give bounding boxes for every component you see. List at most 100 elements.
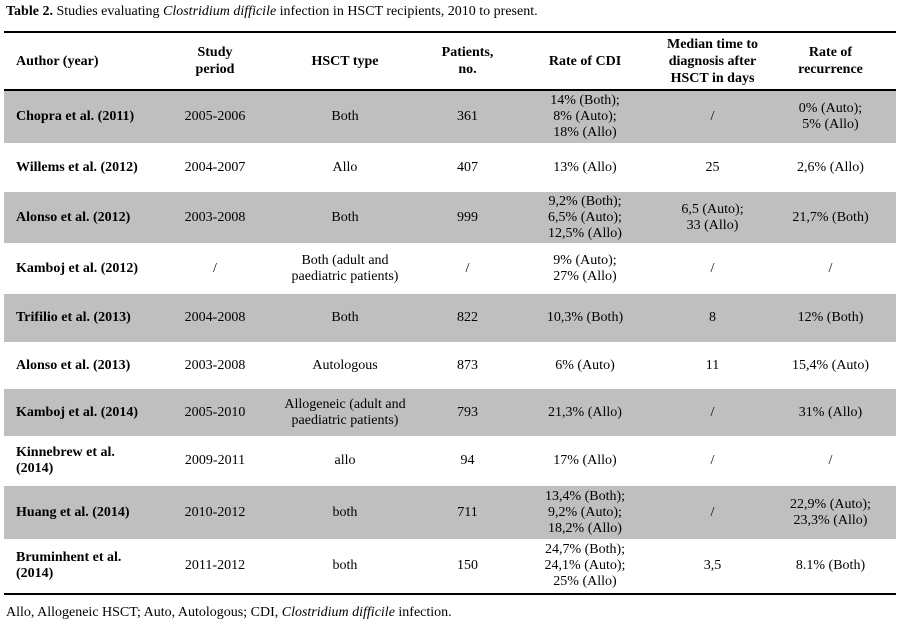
cell-line: Bruminhent et al. <box>16 550 122 565</box>
table-cell: 2004-2007 <box>165 143 265 192</box>
cell-text: Willems et al. (2012) <box>16 159 138 175</box>
cell-text: Both <box>331 310 359 325</box>
cell-text: 2003-2008 <box>184 357 246 373</box>
table-cell: 94 <box>425 436 510 486</box>
table-cell: 2005-2010 <box>165 389 265 436</box>
cell-line: 0% (Auto); <box>798 101 863 116</box>
header-cell: Rate of CDI <box>510 32 660 90</box>
table-cell: 14% (Both); 8% (Auto); 18% (Allo) <box>510 90 660 143</box>
cell-text: 17% (Allo) <box>553 453 617 468</box>
table-cell: both <box>265 539 425 594</box>
cell-line: 12,5% (Allo) <box>548 225 622 241</box>
table-cell: 2003-2008 <box>165 342 265 389</box>
cell-text: 2004-2007 <box>184 159 246 175</box>
cell-text: 3,5 <box>703 558 722 573</box>
table-cell: 21,3% (Allo) <box>510 389 660 436</box>
table-cell: 822 <box>425 294 510 342</box>
table-cell: Kinnebrew et al. (2014) <box>4 436 165 486</box>
table-row: Huang et al. (2014) 2010-2012 both 711 13,4%… <box>4 486 896 539</box>
cell-text: 2003-2008 <box>184 209 246 225</box>
table-row: Alonso et al. (2013) 2003-2008 Autologous 8… <box>4 342 896 389</box>
table-cell: 2005-2006 <box>165 90 265 143</box>
cell-line: 18% (Allo) <box>553 125 617 140</box>
cell-text: 10,3% (Both) <box>546 310 624 325</box>
table-cell: 8 <box>660 294 765 342</box>
table-cell: Willems et al. (2012) <box>4 143 165 192</box>
table-cell: 999 <box>425 192 510 243</box>
table-cell: / <box>660 436 765 486</box>
table-cell: 13% (Allo) <box>510 143 660 192</box>
cell-text: 2005-2006 <box>184 109 246 124</box>
cell-text: / <box>710 260 715 276</box>
cell-line: 9% (Auto); <box>553 252 617 268</box>
cell-text: Allo <box>332 159 358 175</box>
table-cell: 22,9% (Auto); 23,3% (Allo) <box>765 486 896 539</box>
table-cell: 17% (Allo) <box>510 436 660 486</box>
table-cell: 711 <box>425 486 510 539</box>
cell-text: 711 <box>457 504 478 520</box>
cell-text: 873 <box>457 357 478 373</box>
table-cell: / <box>660 243 765 294</box>
table-cell: Bruminhent et al. (2014) <box>4 539 165 594</box>
table-body: Chopra et al. (2011) 2005-2006 Both 361 14% … <box>4 90 896 594</box>
table-cell: Allo <box>265 143 425 192</box>
cell-text: Kamboj et al. (2012) <box>16 260 139 276</box>
table-cell: 407 <box>425 143 510 192</box>
table-cell: 873 <box>425 342 510 389</box>
cell-text: 999 <box>457 209 478 225</box>
header-row: Author (year) Study period HSCT type Patient… <box>4 32 896 90</box>
table-cell: Kamboj et al. (2012) <box>4 243 165 294</box>
table-header: Author (year) Study period HSCT type Patient… <box>4 32 896 90</box>
cell-line: 24,1% (Auto); <box>544 558 626 573</box>
header-cell: Median time to diagnosis after HSCT in day… <box>660 32 765 90</box>
table-cell: 13,4% (Both); 9,2% (Auto); 18,2% (Allo) <box>510 486 660 539</box>
cell-text: 13% (Allo) <box>553 159 617 175</box>
cell-line: 13,4% (Both); <box>544 488 626 504</box>
cell-text: both <box>332 558 358 573</box>
table-cell: / <box>765 436 896 486</box>
table: Author (year) Study period HSCT type Patient… <box>4 31 896 595</box>
cell-line: 33 (Allo) <box>686 217 739 233</box>
table-cell: / <box>165 243 265 294</box>
cell-text: / <box>710 504 715 520</box>
table-cell: Autologous <box>265 342 425 389</box>
table-cell: 2,6% (Allo) <box>765 143 896 192</box>
table-cell: 2004-2008 <box>165 294 265 342</box>
table-row: Alonso et al. (2012) 2003-2008 Both 999 9,2%… <box>4 192 896 243</box>
cell-text: / <box>710 404 715 420</box>
table-cell: 31% (Allo) <box>765 389 896 436</box>
cell-line: 9,2% (Both); <box>548 193 622 209</box>
cell-text: 12% (Both) <box>797 310 864 325</box>
cell-text: / <box>828 453 833 468</box>
table-row: Trifilio et al. (2013) 2004-2008 Both 822 10… <box>4 294 896 342</box>
table-cell: Allogeneic (adult and paediatric patients… <box>265 389 425 436</box>
cell-text: 2009-2011 <box>184 453 246 468</box>
cell-line: Author (year) <box>16 53 99 69</box>
table-cell: / <box>660 90 765 143</box>
cell-line: no. <box>458 62 477 77</box>
table-cell: 6,5 (Auto); 33 (Allo) <box>660 192 765 243</box>
table-cell: 24,7% (Both); 24,1% (Auto); 25% (Allo) <box>510 539 660 594</box>
table-cell: Alonso et al. (2013) <box>4 342 165 389</box>
cell-text: 6% (Auto) <box>555 357 615 373</box>
table-cell: 361 <box>425 90 510 143</box>
table-cell: 9% (Auto); 27% (Allo) <box>510 243 660 294</box>
cell-text: both <box>332 504 358 520</box>
cell-line: 9,2% (Auto); <box>548 504 622 520</box>
table-cell: Chopra et al. (2011) <box>4 90 165 143</box>
cell-text: Alonso et al. (2012) <box>16 209 131 225</box>
table-cell: allo <box>265 436 425 486</box>
table-cell: 6% (Auto) <box>510 342 660 389</box>
cell-text: 150 <box>457 558 478 573</box>
cell-text: / <box>465 260 470 276</box>
cell-line: Rate of CDI <box>548 53 622 69</box>
table-cell: 0% (Auto); 5% (Allo) <box>765 90 896 143</box>
cell-text: 407 <box>457 159 478 175</box>
cell-text: 31% (Allo) <box>798 404 863 420</box>
table-cell: 2003-2008 <box>165 192 265 243</box>
caption-italic: Clostridium difficile <box>163 4 277 19</box>
footnote-text: Allo, Allogeneic HSCT; Auto, Autologous;… <box>6 605 279 620</box>
table-cell: Both <box>265 192 425 243</box>
table-cell: / <box>425 243 510 294</box>
